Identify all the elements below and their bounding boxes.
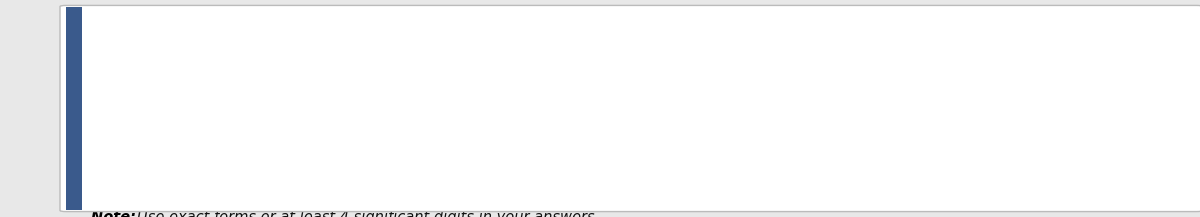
Text: Compute the centripetal force acting on the body.: Compute the centripetal force acting on … — [116, 89, 482, 104]
Text: ⟨: ⟨ — [91, 107, 101, 131]
Text: B.: B. — [91, 180, 113, 195]
Text: Note:: Note: — [91, 210, 142, 217]
Text: ↓: ↓ — [294, 176, 302, 186]
FancyBboxPatch shape — [112, 100, 148, 139]
Text: Use exact forms or at least 4 significant digits in your answers.: Use exact forms or at least 4 significan… — [137, 210, 599, 217]
Text: is in the xy-plane, and so you may ignore the third component.: is in the xy-plane, and so you may ignor… — [91, 56, 554, 71]
Text: A body of mass 2 kg moves in a (counterclockwise) circular path of radius 10 met: A body of mass 2 kg moves in a (counterc… — [91, 24, 1200, 39]
FancyBboxPatch shape — [397, 167, 424, 206]
Text: A.: A. — [91, 89, 114, 104]
FancyBboxPatch shape — [150, 100, 186, 139]
Text: Compute the magnitude: Compute the magnitude — [116, 180, 296, 195]
Text: ⟩: ⟩ — [187, 107, 197, 131]
Text: of that force.: of that force. — [299, 180, 394, 195]
